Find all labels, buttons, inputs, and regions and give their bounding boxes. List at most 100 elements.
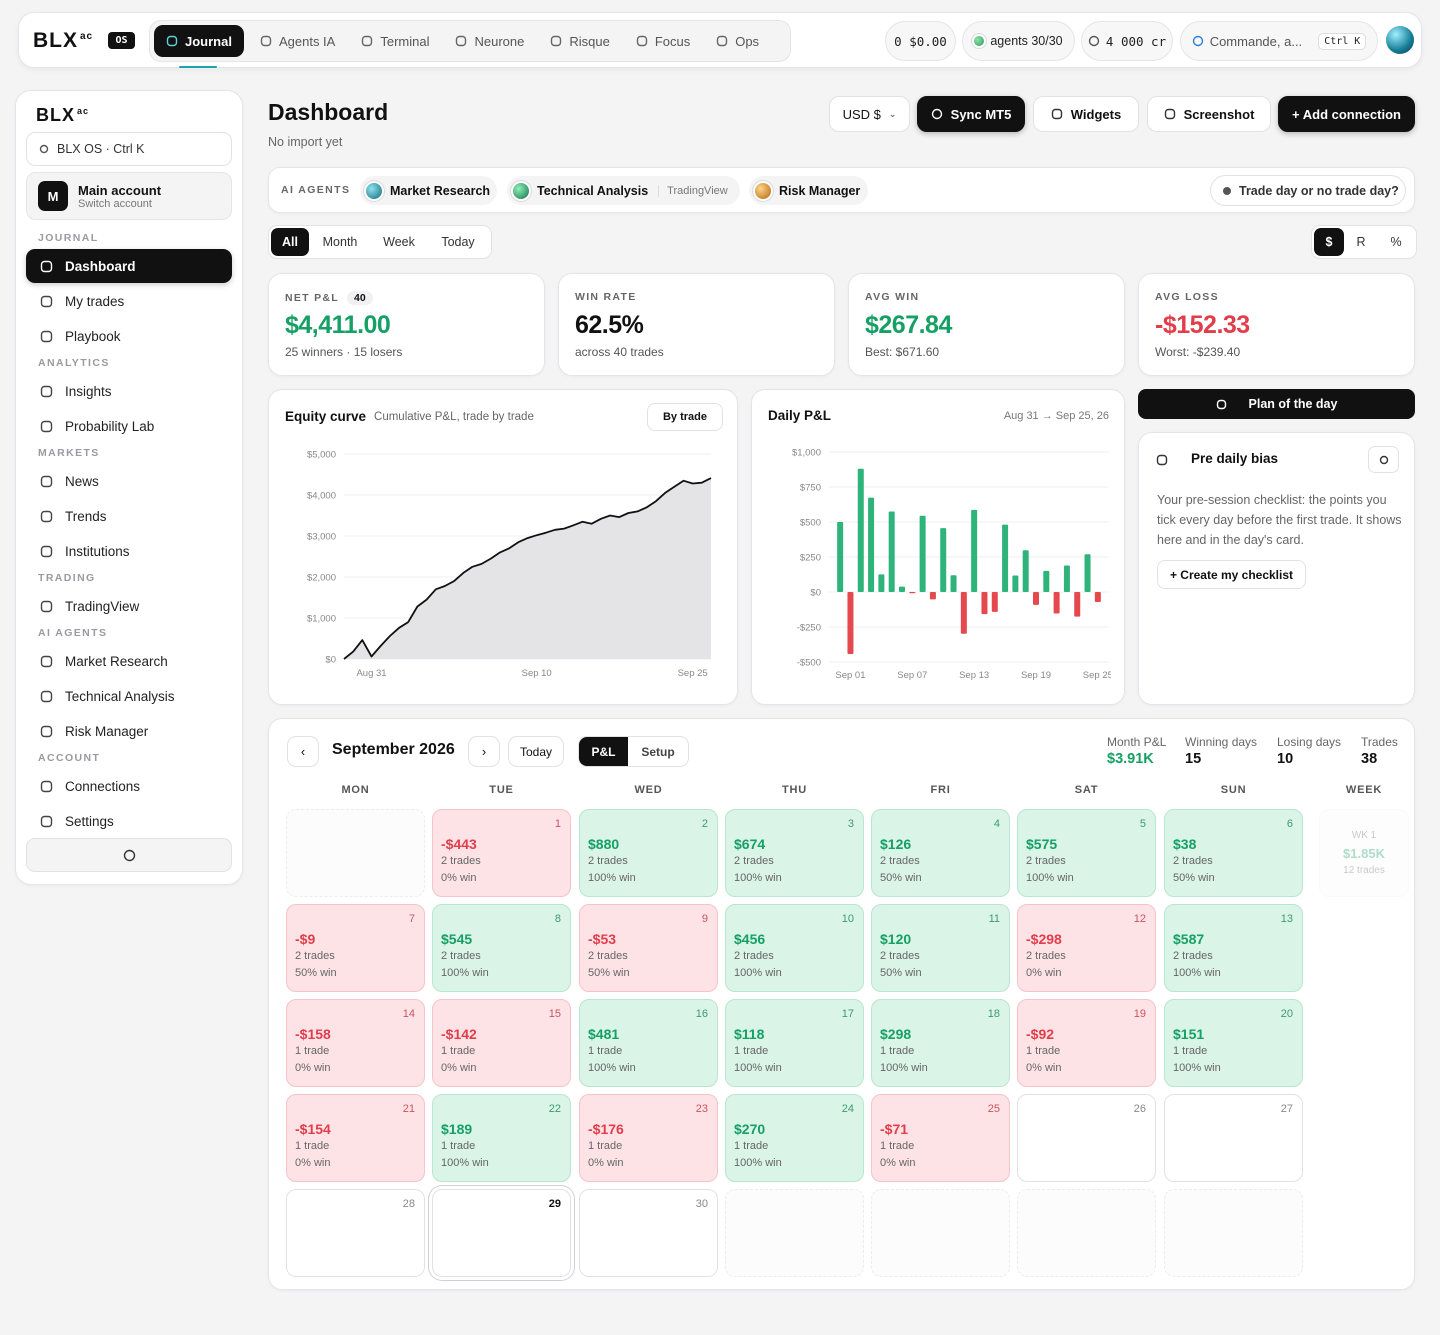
nav-item[interactable]: Playbook xyxy=(26,319,232,353)
day-trades: 2 trades xyxy=(1026,950,1066,962)
day-cell[interactable]: 15 -$142 1 trade 0% win xyxy=(432,999,571,1087)
nav-item[interactable]: TradingView xyxy=(26,589,232,623)
day-number: 21 xyxy=(402,1103,415,1115)
segment[interactable]: Month xyxy=(309,228,371,256)
globe[interactable] xyxy=(1386,26,1414,54)
day-cell[interactable]: 3 $674 2 trades 100% win xyxy=(725,809,864,897)
nav-item[interactable]: My trades xyxy=(26,284,232,318)
credits-pill[interactable]: 4 000 cr xyxy=(1081,21,1173,61)
day-cell[interactable]: 2 $880 2 trades 100% win xyxy=(579,809,718,897)
nav-item[interactable]: Settings xyxy=(26,804,232,838)
nav-item[interactable]: Trends xyxy=(26,499,232,533)
nav-tab[interactable]: Terminal xyxy=(351,25,439,57)
account[interactable]: M Main account Switch account xyxy=(26,172,232,220)
day-cell[interactable]: 19 -$92 1 trade 0% win xyxy=(1017,999,1156,1087)
sidebar-search[interactable]: BLX OS · Ctrl K xyxy=(26,132,232,166)
day-pnl: $587 xyxy=(1173,931,1205,947)
chart-button[interactable]: By trade xyxy=(647,403,723,431)
nav-tab[interactable]: Journal xyxy=(154,25,244,57)
day-cell[interactable]: 14 -$158 1 trade 0% win xyxy=(286,999,425,1087)
nav-button[interactable]: › xyxy=(468,736,500,767)
day-cell[interactable]: 6 $38 2 trades 50% win xyxy=(1164,809,1303,897)
today-button[interactable]: Today xyxy=(508,736,564,767)
unit-filter: $ R% xyxy=(1311,225,1417,259)
day-cell[interactable]: 23 -$176 1 trade 0% win xyxy=(579,1094,718,1182)
nav-item[interactable]: Risk Manager xyxy=(26,714,232,748)
nav-button[interactable]: ‹ xyxy=(287,736,319,767)
day-cell[interactable]: 24 $270 1 trade 100% win xyxy=(725,1094,864,1182)
day-cell[interactable]: 1 -$443 2 trades 0% win xyxy=(432,809,571,897)
segment[interactable]: All xyxy=(271,228,309,256)
agents-pill[interactable]: agents 30/30 xyxy=(962,21,1075,61)
agent-pill[interactable]: Market Research xyxy=(360,176,497,205)
nav-item[interactable]: Probability Lab xyxy=(26,409,232,443)
day-cell[interactable]: 8 $545 2 trades 100% win xyxy=(432,904,571,992)
agent-avatar xyxy=(974,36,985,46)
segment[interactable]: Setup xyxy=(628,737,688,766)
nav-item[interactable]: Insights xyxy=(26,374,232,408)
day-cell[interactable]: 9 -$53 2 trades 50% win xyxy=(579,904,718,992)
nav-item[interactable]: Market Research xyxy=(26,644,232,678)
day-trades: 1 trade xyxy=(1173,1045,1208,1057)
nav-item[interactable]: Connections xyxy=(26,769,232,803)
day-cell[interactable]: 11 $120 2 trades 50% win xyxy=(871,904,1010,992)
day-cell[interactable]: 7 -$9 2 trades 50% win xyxy=(286,904,425,992)
header-button[interactable]: + Add connection xyxy=(1278,96,1415,132)
day-cell[interactable]: 30 xyxy=(579,1189,718,1277)
day-cell[interactable]: 12 -$298 2 trades 0% win xyxy=(1017,904,1156,992)
agent-pill[interactable]: Technical Analysis TradingView xyxy=(507,176,740,205)
edit-button[interactable] xyxy=(1368,446,1399,473)
header-button[interactable]: USD $ ⌄ xyxy=(829,96,910,132)
question-pill[interactable]: Trade day or no trade day? xyxy=(1210,175,1406,206)
day-cell[interactable]: 27 xyxy=(1164,1094,1303,1182)
nav-item[interactable]: Dashboard xyxy=(26,249,232,283)
nav-item-label: Insights xyxy=(65,383,112,399)
theme-toggle[interactable] xyxy=(26,838,232,872)
empty-cell xyxy=(871,1189,1010,1277)
nav-tab[interactable]: Risque xyxy=(540,25,619,57)
day-number: 18 xyxy=(987,1008,1000,1020)
balance-pill[interactable]: 0 $0.00 xyxy=(885,21,956,61)
day-cell[interactable]: 20 $151 1 trade 100% win xyxy=(1164,999,1303,1087)
header-button[interactable]: Sync MT5 xyxy=(917,96,1025,132)
segment[interactable]: Week xyxy=(371,228,427,256)
segment[interactable]: P&L xyxy=(579,737,628,766)
nav-tab[interactable]: Neurone xyxy=(445,25,534,57)
day-cell[interactable]: 26 xyxy=(1017,1094,1156,1182)
plan-button[interactable]: Plan of the day xyxy=(1138,389,1415,419)
day-cell[interactable]: 16 $481 1 trade 100% win xyxy=(579,999,718,1087)
nav-item[interactable]: News xyxy=(26,464,232,498)
icon-shape xyxy=(636,35,648,47)
day-cell[interactable]: 5 $575 2 trades 100% win xyxy=(1017,809,1156,897)
day-cell[interactable]: 10 $456 2 trades 100% win xyxy=(725,904,864,992)
segment[interactable]: % xyxy=(1378,228,1414,256)
day-cell[interactable]: 4 $126 2 trades 50% win xyxy=(871,809,1010,897)
header-button[interactable]: Screenshot xyxy=(1147,96,1271,132)
nav-item[interactable]: Technical Analysis xyxy=(26,679,232,713)
day-cell[interactable]: 28 xyxy=(286,1189,425,1277)
nav-tab[interactable]: Agents IA xyxy=(250,25,345,57)
nav-item[interactable]: Institutions xyxy=(26,534,232,568)
nav-tab[interactable]: Ops xyxy=(706,25,769,57)
icon-shape xyxy=(717,35,728,47)
day-cell[interactable]: 25 -$71 1 trade 0% win xyxy=(871,1094,1010,1182)
search-pill[interactable]: Commande, a... Ctrl K xyxy=(1180,21,1378,61)
stat-label: Trades xyxy=(1361,735,1398,749)
day-cell[interactable]: 17 $118 1 trade 100% win xyxy=(725,999,864,1087)
day-cell[interactable]: 21 -$154 1 trade 0% win xyxy=(286,1094,425,1182)
day-cell[interactable]: 13 $587 2 trades 100% win xyxy=(1164,904,1303,992)
segment[interactable]: R xyxy=(1344,228,1378,256)
day-cell[interactable]: 18 $298 1 trade 100% win xyxy=(871,999,1010,1087)
day-pnl: -$142 xyxy=(441,1026,477,1042)
plan-action[interactable]: + Create my checklist xyxy=(1157,560,1306,589)
nav-tab[interactable]: Focus xyxy=(626,25,700,57)
day-cell[interactable]: 22 $189 1 trade 100% win xyxy=(432,1094,571,1182)
segment[interactable]: $ xyxy=(1314,228,1344,256)
segment[interactable]: Today xyxy=(427,228,489,256)
day-cell[interactable]: 29 xyxy=(432,1189,571,1277)
day-pnl: $575 xyxy=(1026,836,1058,852)
bar xyxy=(1002,524,1009,592)
header-button[interactable]: Widgets xyxy=(1033,96,1139,132)
kpi-sub: 25 winners · 15 losers xyxy=(285,345,403,359)
agent-pill[interactable]: Risk Manager xyxy=(749,176,868,205)
